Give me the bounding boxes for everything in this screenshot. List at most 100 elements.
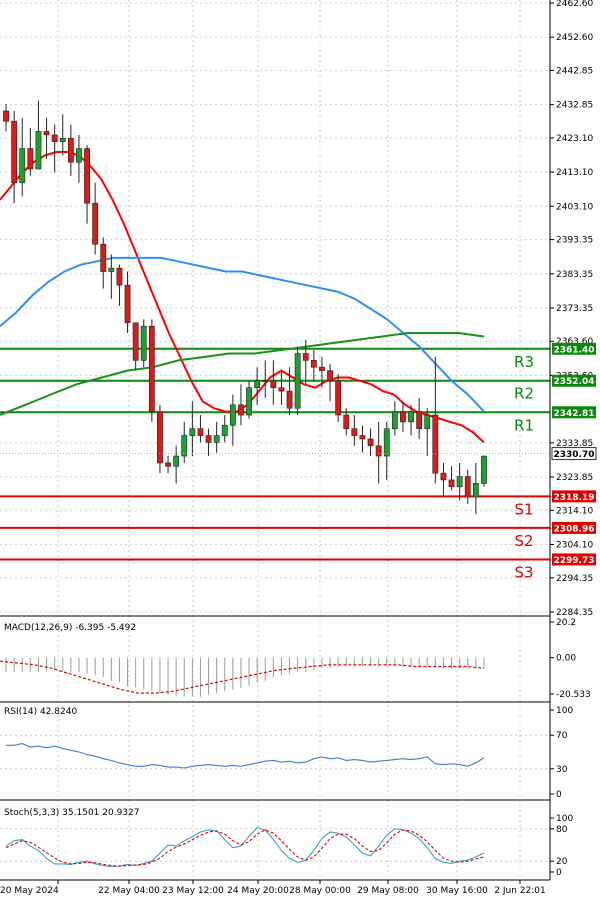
candle-body <box>270 380 277 389</box>
candle-body <box>43 131 50 136</box>
level-value-box <box>552 490 596 503</box>
rsi-tick-label: 70 <box>556 731 568 741</box>
price-tick-label: 2393.35 <box>556 236 593 246</box>
rsi-tick-label: 30 <box>556 765 568 775</box>
macd-title: MACD(12,26,9) -6.395 -5.492 <box>4 623 136 633</box>
candle-body <box>189 428 196 436</box>
level-name-s2: S2 <box>514 532 533 550</box>
candle-body <box>278 387 285 392</box>
x-tick-label: 30 May 16:00 <box>426 886 488 896</box>
candle-body <box>286 390 293 409</box>
stoch-line <box>5 829 485 867</box>
candle-body <box>173 455 180 467</box>
level-value-box <box>552 406 596 419</box>
candle-body <box>116 267 123 286</box>
price-panel: R3 R2 R1 S1 S2 S3 <box>0 100 550 581</box>
rsi-tick-label: 100 <box>556 706 573 716</box>
candle-body <box>148 325 155 412</box>
candle-body <box>481 455 487 484</box>
candle-body <box>84 148 90 204</box>
x-tick-label: 28 May 00:00 <box>289 886 351 896</box>
price-tick-label: 2423.10 <box>556 134 593 144</box>
price-tick-label: 2304.10 <box>556 541 593 551</box>
price-tick-label: 2333.85 <box>556 439 593 449</box>
candle-body <box>51 134 58 143</box>
candle-body <box>124 284 131 324</box>
x-tick-label: 2 Jun 22:01 <box>494 886 545 896</box>
candle-body <box>213 435 220 443</box>
rsi-panel: RSI(14) 42.8240 <box>4 707 485 769</box>
candle-body <box>319 366 325 371</box>
candle-body <box>343 414 350 430</box>
stoch-tick-label: 0 <box>556 868 562 878</box>
candle-body <box>424 414 431 430</box>
candle-body <box>157 411 163 464</box>
candle-body <box>11 120 18 184</box>
current-price-box <box>551 447 597 461</box>
moving-average-line <box>0 256 485 413</box>
stoch-tick-label: 20 <box>556 857 568 867</box>
price-tick-label: 2432.85 <box>556 101 593 111</box>
price-tick-label: 2294.35 <box>556 574 593 584</box>
x-tick-label: 24 May 20:00 <box>227 886 289 896</box>
x-tick-label: 22 May 04:00 <box>98 886 160 896</box>
rsi-tick-label: 0 <box>556 790 562 800</box>
level-name-s1: S1 <box>514 500 533 518</box>
candle-body <box>92 202 99 245</box>
level-name-r1: R1 <box>514 416 534 434</box>
candle-body <box>327 370 333 382</box>
candle-body <box>3 110 9 122</box>
level-name-r3: R3 <box>514 353 534 371</box>
stoch-panel: Stoch(5,3,3) 35.1501 20.9327 <box>4 808 485 868</box>
candle-body <box>221 424 228 436</box>
candle-body <box>205 435 212 443</box>
candle-body <box>19 148 26 184</box>
candle-body <box>302 353 309 361</box>
level-value-box <box>552 553 596 566</box>
candle-body <box>67 137 74 163</box>
candle-body <box>262 380 269 383</box>
x-tick-label: 20 May 2024 <box>0 886 59 896</box>
candle-body <box>408 411 414 423</box>
x-tick-label: 23 May 12:00 <box>162 886 224 896</box>
price-tick-label: 2383.35 <box>556 270 593 280</box>
candle-body <box>359 435 366 440</box>
price-tick-label: 2323.85 <box>556 473 593 483</box>
candle-body <box>432 414 439 474</box>
candle-body <box>59 137 66 143</box>
candle-body <box>246 387 252 416</box>
candle-body <box>383 428 390 457</box>
candle-body <box>440 472 447 481</box>
rsi-title: RSI(14) 42.8240 <box>4 707 77 717</box>
level-value-box <box>552 521 596 534</box>
stoch-line <box>5 827 485 868</box>
moving-average-line <box>0 332 485 416</box>
candle-body <box>472 483 479 498</box>
price-tick-label: 2403.10 <box>556 202 593 212</box>
candle-body <box>76 148 82 163</box>
candle-body <box>448 479 455 488</box>
candle-body <box>416 411 423 430</box>
candle-body <box>140 325 147 361</box>
level-value-label: 2299.73 <box>554 556 595 566</box>
price-tick-label: 2363.60 <box>556 337 593 347</box>
x-tick-label: 29 May 08:00 <box>357 886 419 896</box>
level-name-r2: R2 <box>514 385 534 403</box>
candle-body <box>456 476 463 488</box>
rsi-line <box>6 743 485 769</box>
price-tick-label: 2373.35 <box>556 304 593 314</box>
price-tick-label: 2284.35 <box>556 608 593 618</box>
current-price-label: 2330.70 <box>554 450 595 460</box>
price-tick-label: 2314.10 <box>556 506 593 516</box>
candle-body <box>238 404 244 416</box>
macd-tick-label: -20.533 <box>556 690 591 700</box>
macd-tick-label: 20.2 <box>556 618 576 628</box>
macd-tick-label: 0.00 <box>556 654 576 664</box>
moving-average-line <box>0 151 485 444</box>
candle-body <box>391 411 398 430</box>
candle-body <box>132 322 139 361</box>
price-tick-label: 2442.85 <box>556 66 593 76</box>
level-name-s3: S3 <box>514 563 533 581</box>
candle-body <box>400 411 406 423</box>
